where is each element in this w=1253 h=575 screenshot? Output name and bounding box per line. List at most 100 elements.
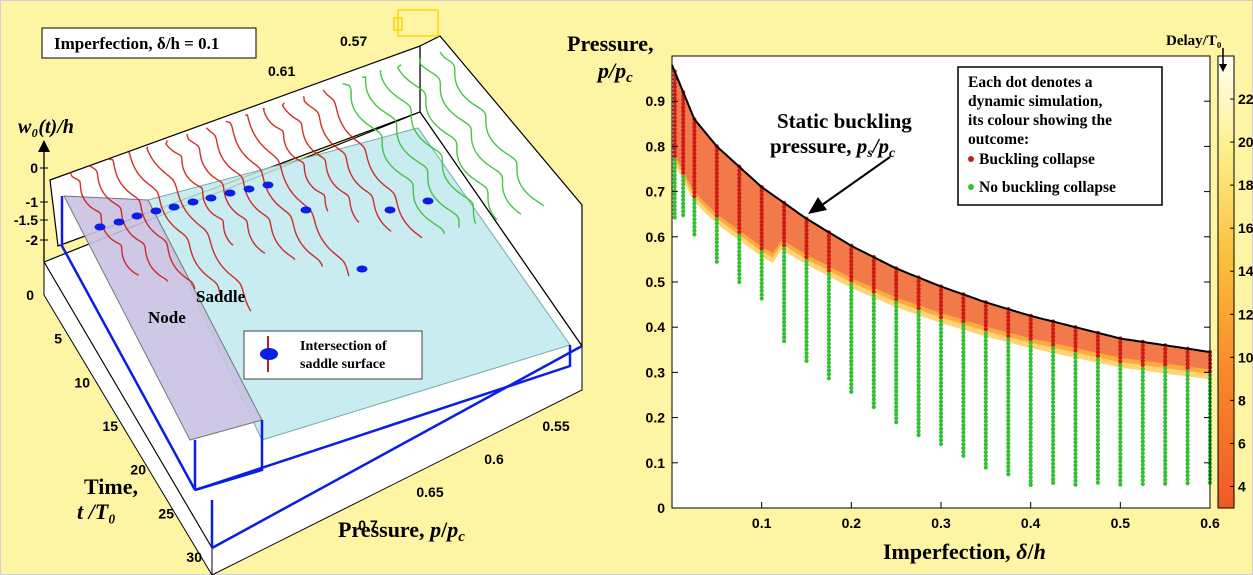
intersection-marker	[422, 197, 434, 205]
simulation-dot	[782, 319, 787, 325]
simulation-dot	[1028, 317, 1033, 322]
simulation-dot	[692, 213, 697, 218]
simulation-dot	[1006, 464, 1011, 469]
simulation-dot	[938, 422, 944, 427]
simulation-dot	[692, 163, 697, 168]
colorbar-tick-label: 16	[1238, 220, 1253, 236]
simulation-dot	[1006, 368, 1011, 373]
simulation-dot	[871, 362, 876, 367]
simulation-dot	[1163, 397, 1168, 402]
simulation-dot	[1163, 373, 1168, 379]
y-tick-label: 0.9	[646, 93, 666, 109]
imperfection-annotation-box	[41, 27, 257, 59]
z-tick-label: -1.5	[14, 212, 38, 228]
simulation-dot	[1006, 330, 1011, 335]
simulation-dot	[1185, 438, 1190, 443]
simulation-dot	[1006, 376, 1011, 381]
simulation-dot	[1185, 377, 1190, 382]
simulation-dot	[672, 104, 677, 109]
buckling-trace	[165, 140, 234, 246]
simulation-dot	[1118, 440, 1123, 445]
simulation-dot	[1073, 436, 1078, 441]
simulation-dot	[782, 246, 787, 252]
simulation-dot	[714, 221, 719, 226]
simulation-dot	[983, 388, 988, 393]
simulation-dot	[826, 234, 832, 239]
simulation-dot	[961, 296, 966, 301]
simulation-dot	[1163, 423, 1168, 429]
simulation-dot	[826, 314, 832, 319]
simulation-dot	[714, 152, 719, 157]
simulation-dot	[1140, 397, 1145, 402]
simulation-dot	[1051, 457, 1056, 462]
simulation-dot	[692, 232, 697, 237]
time-tick-label: 0	[26, 287, 34, 303]
simulation-dot	[1028, 406, 1033, 411]
simulation-dot	[1185, 458, 1190, 463]
simulation-dot	[849, 355, 854, 360]
simulation-dot	[759, 288, 764, 293]
simulation-dot	[1163, 435, 1168, 440]
saddle-label: Saddle	[196, 287, 246, 306]
simulation-dot	[1140, 432, 1145, 437]
simulation-dot	[692, 220, 697, 226]
static-buckling-label-1: Static buckling	[777, 109, 912, 133]
simulation-dot	[1163, 404, 1168, 409]
simulation-dot	[804, 293, 809, 298]
simulation-dot	[938, 407, 944, 412]
simulation-dot	[916, 317, 921, 322]
colorbar-tick-label: 10	[1238, 349, 1253, 365]
x-tick-labels: 0.1 0.2 0.3 0.4 0.5 0.6	[752, 502, 1220, 531]
simulation-dot	[849, 347, 854, 352]
simulation-dot	[782, 339, 787, 344]
simulation-dot	[1051, 400, 1056, 405]
simulation-dot	[1185, 423, 1190, 428]
simulation-dot	[1028, 479, 1033, 484]
simulation-dot	[1006, 449, 1011, 454]
simulation-dot	[938, 403, 944, 408]
simulation-dot	[961, 396, 966, 401]
simulation-dot	[1140, 458, 1145, 464]
simulation-dot	[1073, 471, 1078, 476]
simulation-dot	[1095, 376, 1100, 382]
simulation-dot	[737, 195, 742, 200]
simulation-dot	[1006, 430, 1011, 435]
simulation-dot	[782, 220, 787, 225]
colorbar-tick-label: 14	[1238, 263, 1253, 279]
simulation-dot	[672, 150, 677, 155]
simulation-dot	[849, 262, 854, 268]
simulation-dot	[1051, 423, 1056, 428]
simulation-dot	[737, 256, 742, 261]
simulation-dot	[672, 161, 677, 166]
simulation-dot	[894, 393, 899, 398]
simulation-dot	[1163, 358, 1168, 363]
simulation-dot	[1051, 354, 1056, 359]
simulation-dot	[871, 320, 876, 325]
simulation-dot	[1118, 474, 1123, 479]
simulation-dot	[1095, 350, 1100, 355]
simulation-dot	[1028, 344, 1033, 349]
pressure-axis-label: Pressure, p/pc	[338, 517, 465, 545]
simulation-dot	[916, 421, 921, 426]
no-buckling-trace	[418, 58, 522, 215]
simulation-dot	[961, 303, 966, 309]
simulation-dot	[826, 345, 832, 350]
simulation-dot	[782, 250, 787, 255]
simulation-dot	[1185, 361, 1190, 367]
simulation-dot	[916, 336, 921, 342]
simulation-dot	[916, 367, 921, 372]
simulation-dot	[983, 415, 988, 420]
simulation-dot	[1095, 369, 1100, 374]
simulation-dot	[938, 395, 944, 400]
z-axis-label: w₀(t)/h	[18, 116, 74, 138]
marker-legend-dot	[260, 348, 278, 360]
simulation-dot	[938, 441, 944, 447]
simulation-dot	[961, 453, 966, 458]
simulation-dot	[1073, 332, 1078, 337]
intersection-marker	[384, 206, 396, 214]
simulation-dot	[938, 372, 944, 377]
simulation-dot	[1118, 428, 1123, 433]
simulation-dot	[871, 293, 876, 298]
simulation-dot	[1163, 481, 1168, 486]
simulation-dot	[692, 178, 697, 183]
